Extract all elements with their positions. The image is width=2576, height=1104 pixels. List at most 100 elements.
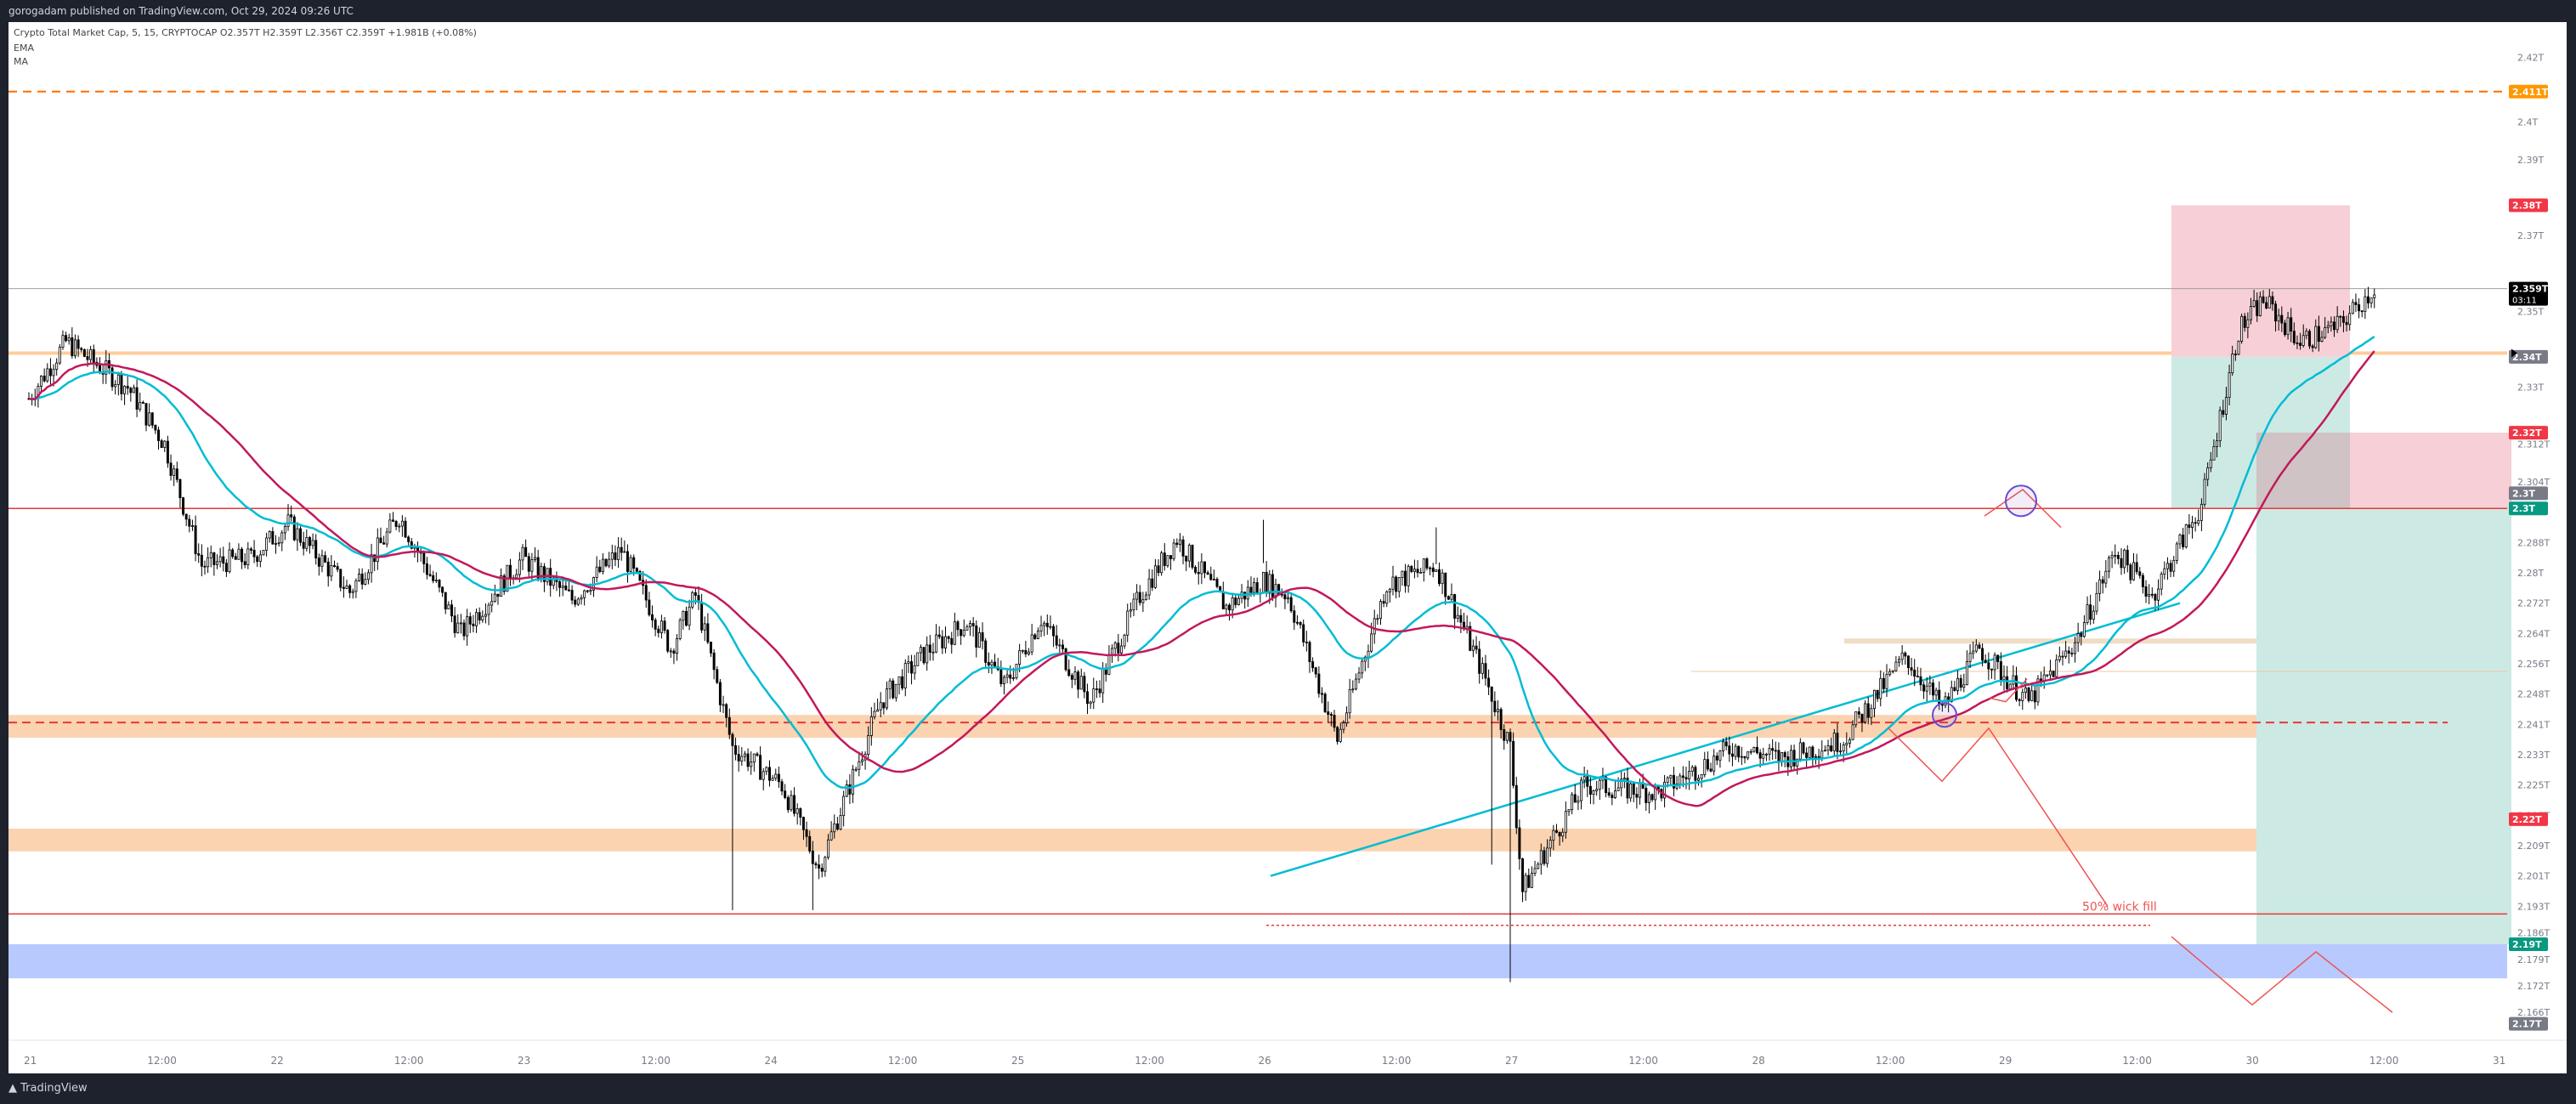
candle bbox=[1845, 732, 1848, 755]
candle-body bbox=[1885, 674, 1888, 689]
candle bbox=[2086, 596, 2089, 626]
x-tick-label: 12:00 bbox=[1876, 1055, 1905, 1067]
candle bbox=[1605, 775, 1608, 798]
candle bbox=[1064, 647, 1067, 672]
candle bbox=[801, 816, 805, 841]
candle bbox=[320, 549, 324, 573]
candle bbox=[975, 620, 978, 658]
candle bbox=[1919, 667, 1922, 691]
candle-body bbox=[2240, 315, 2244, 342]
candle bbox=[175, 461, 178, 483]
indicator-ma-legend[interactable]: MA bbox=[14, 56, 29, 67]
candle-body bbox=[1265, 571, 1268, 594]
chart-pane[interactable]: 50% wick fill 2.42T 2.4T 2.39T 2.37T 2.35T 2.3… bbox=[8, 22, 2567, 1073]
candle bbox=[2006, 665, 2009, 693]
candle-body bbox=[657, 628, 660, 633]
candle-body bbox=[330, 565, 333, 577]
candle bbox=[2123, 548, 2126, 575]
candle bbox=[1588, 776, 1592, 804]
candle-body bbox=[197, 553, 201, 556]
candle-body bbox=[1771, 748, 1775, 751]
candle-body bbox=[1898, 659, 1901, 663]
candle-body bbox=[163, 440, 167, 448]
candle-body bbox=[672, 650, 676, 654]
candle-body bbox=[1613, 790, 1616, 799]
candle bbox=[231, 547, 235, 559]
candle bbox=[651, 605, 654, 628]
entry-circle-1 bbox=[1932, 702, 1957, 728]
candle bbox=[1111, 644, 1114, 663]
candle bbox=[1552, 824, 1555, 851]
candle bbox=[1005, 670, 1009, 684]
candle bbox=[941, 630, 944, 654]
candle-body bbox=[534, 557, 537, 560]
candle-body bbox=[65, 335, 68, 342]
candle-body bbox=[40, 376, 43, 388]
candle-body bbox=[169, 462, 173, 476]
candle-body bbox=[1407, 565, 1410, 586]
candle-body bbox=[2157, 588, 2160, 601]
candle-body bbox=[1153, 565, 1157, 588]
candle-body bbox=[1493, 700, 1497, 713]
candle bbox=[774, 768, 778, 781]
candle bbox=[666, 629, 670, 654]
candle bbox=[1539, 843, 1543, 875]
candle bbox=[521, 544, 524, 570]
candle bbox=[2345, 315, 2348, 332]
candle-body bbox=[339, 569, 343, 588]
y-tick-label: 2.28T bbox=[2517, 568, 2544, 579]
indicator-ema-legend[interactable]: EMA bbox=[14, 42, 34, 54]
candle bbox=[746, 748, 750, 772]
y-tick-label: 2.42T bbox=[2517, 53, 2544, 64]
candle-body bbox=[2354, 302, 2358, 305]
candle bbox=[1490, 686, 1493, 865]
candle-body bbox=[2197, 519, 2200, 524]
price-label-box bbox=[2509, 426, 2548, 440]
candle bbox=[1904, 651, 1907, 665]
candle bbox=[2339, 314, 2342, 327]
candle bbox=[2141, 573, 2144, 594]
candle-body bbox=[2267, 296, 2271, 309]
candle bbox=[398, 523, 401, 533]
candle bbox=[1172, 539, 1175, 562]
candle-body bbox=[2212, 446, 2216, 461]
candle-body bbox=[1928, 682, 1932, 687]
candle-body bbox=[1639, 783, 1642, 798]
candle-body bbox=[926, 644, 929, 664]
candle bbox=[314, 534, 318, 565]
candle-body bbox=[89, 348, 93, 360]
candle-body bbox=[2339, 315, 2342, 318]
candle bbox=[672, 648, 676, 665]
candle bbox=[771, 774, 774, 781]
candle-body bbox=[1728, 745, 1731, 755]
candle bbox=[209, 545, 212, 568]
candle bbox=[1129, 602, 1132, 618]
candle-body bbox=[2324, 327, 2327, 338]
candle bbox=[1645, 784, 1648, 811]
candle bbox=[999, 660, 1003, 688]
candle bbox=[1086, 683, 1090, 715]
candle bbox=[1730, 743, 1734, 767]
candle bbox=[835, 817, 839, 831]
candle bbox=[2157, 579, 2160, 610]
candle bbox=[969, 620, 972, 637]
candle bbox=[1635, 787, 1639, 809]
candle-body bbox=[2067, 650, 2070, 654]
candle bbox=[1898, 655, 1901, 667]
candle bbox=[2120, 547, 2123, 575]
candle bbox=[1743, 756, 1747, 764]
candle bbox=[919, 644, 922, 662]
candle bbox=[73, 334, 76, 359]
candle-body bbox=[1851, 724, 1854, 740]
symbol-legend[interactable]: Crypto Total Market Cap, 5, 15, CRYPTOCA… bbox=[14, 27, 477, 38]
candle-body bbox=[382, 542, 386, 545]
price-chart[interactable]: 50% wick fill 2.42T 2.4T 2.39T 2.37T 2.35T 2.3… bbox=[8, 22, 2567, 1073]
candle-body bbox=[1820, 750, 1824, 758]
candle bbox=[1962, 673, 1966, 693]
candle-body bbox=[2200, 503, 2203, 521]
candle bbox=[833, 814, 836, 839]
candle bbox=[468, 612, 472, 633]
candle-body bbox=[718, 682, 722, 705]
candle-body bbox=[1302, 624, 1305, 643]
candle-body bbox=[1910, 667, 1913, 671]
